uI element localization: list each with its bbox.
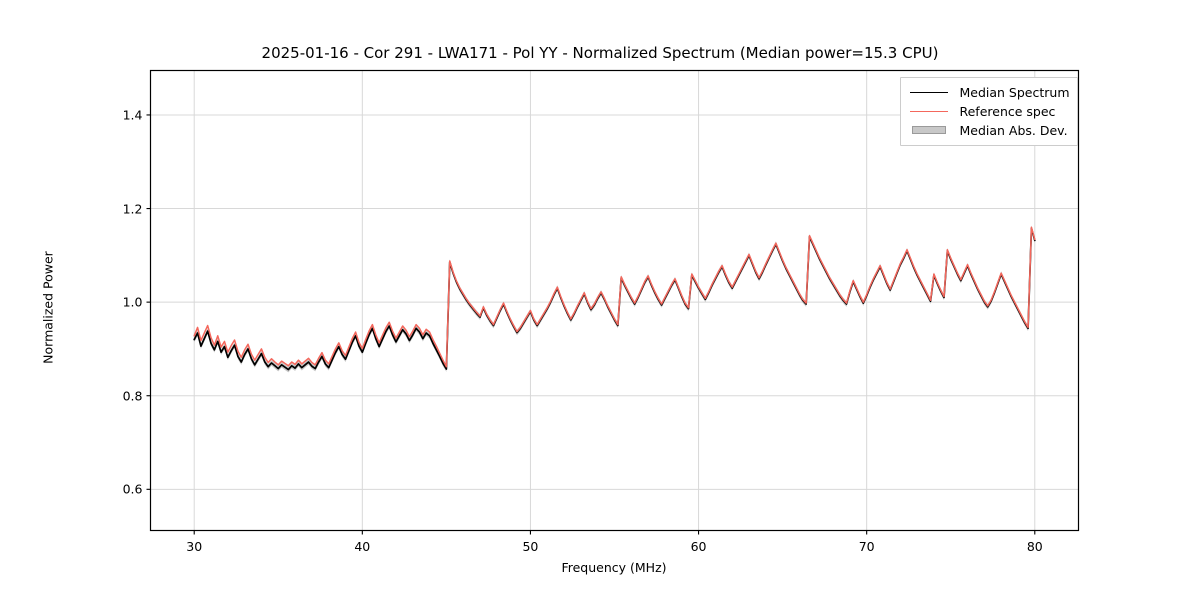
legend-item-1: Reference spec	[908, 102, 1069, 121]
grid-lines	[150, 70, 1079, 531]
legend-patch-icon	[908, 123, 950, 137]
y-tick-1.2: 1.2	[122, 201, 143, 217]
y-tick-1.4: 1.4	[122, 107, 143, 123]
x-tick-40: 40	[354, 538, 371, 554]
y-tick-1.0: 1.0	[122, 294, 143, 310]
x-tick-70: 70	[858, 538, 875, 554]
legend-line-icon	[908, 85, 950, 99]
chart-legend: Median Spectrum Reference spec Median Abs.…	[900, 76, 1078, 146]
legend-label: Median Abs. Dev.	[959, 122, 1068, 138]
x-tick-30: 30	[186, 538, 203, 554]
x-tick-80: 80	[1026, 538, 1043, 554]
series-line-reference-spec	[193, 226, 1036, 368]
x-tick-50: 50	[522, 538, 539, 554]
y-axis-label: Normalized Power	[40, 251, 56, 364]
legend-item-2: Median Abs. Dev.	[908, 121, 1069, 140]
legend-label: Median Spectrum	[959, 84, 1070, 100]
legend-line-icon	[908, 104, 950, 118]
y-tick-0.8: 0.8	[122, 388, 143, 404]
y-tick-0.6: 0.6	[122, 481, 143, 497]
mad-band	[194, 225, 1035, 373]
series-line-median-spectrum	[193, 227, 1036, 371]
x-axis-label: Frequency (MHz)	[561, 560, 667, 575]
legend-swatch	[912, 126, 947, 134]
legend-swatch	[910, 111, 949, 112]
x-tick-60: 60	[690, 538, 707, 554]
legend-swatch	[910, 92, 949, 93]
legend-item-0: Median Spectrum	[908, 83, 1070, 102]
chart-title: 2025-01-16 - Cor 291 - LWA171 - Pol YY -…	[261, 44, 939, 62]
legend-label: Reference spec	[959, 103, 1056, 119]
axes-frame	[149, 69, 1080, 532]
